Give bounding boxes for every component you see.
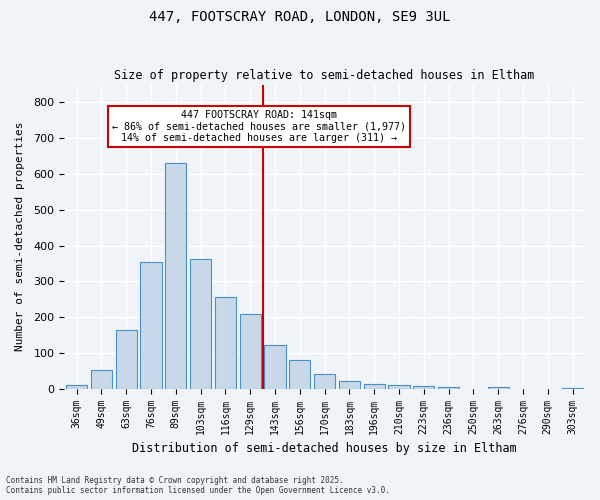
Bar bbox=[289, 360, 310, 388]
Text: Contains HM Land Registry data © Crown copyright and database right 2025.
Contai: Contains HM Land Registry data © Crown c… bbox=[6, 476, 390, 495]
X-axis label: Distribution of semi-detached houses by size in Eltham: Distribution of semi-detached houses by … bbox=[132, 442, 517, 455]
Bar bbox=[239, 314, 261, 388]
Bar bbox=[265, 344, 286, 389]
Bar bbox=[314, 374, 335, 388]
Bar bbox=[91, 370, 112, 388]
Text: 447, FOOTSCRAY ROAD, LONDON, SE9 3UL: 447, FOOTSCRAY ROAD, LONDON, SE9 3UL bbox=[149, 10, 451, 24]
Bar bbox=[339, 381, 360, 388]
Bar bbox=[364, 384, 385, 388]
Title: Size of property relative to semi-detached houses in Eltham: Size of property relative to semi-detach… bbox=[115, 69, 535, 82]
Bar bbox=[116, 330, 137, 388]
Bar bbox=[140, 262, 161, 388]
Bar bbox=[66, 385, 87, 388]
Bar bbox=[488, 387, 509, 388]
Bar bbox=[190, 259, 211, 388]
Y-axis label: Number of semi-detached properties: Number of semi-detached properties bbox=[15, 122, 25, 352]
Text: 447 FOOTSCRAY ROAD: 141sqm
← 86% of semi-detached houses are smaller (1,977)
14%: 447 FOOTSCRAY ROAD: 141sqm ← 86% of semi… bbox=[112, 110, 406, 143]
Bar bbox=[413, 386, 434, 388]
Bar bbox=[165, 164, 187, 388]
Bar bbox=[438, 387, 459, 388]
Bar bbox=[388, 385, 410, 388]
Bar bbox=[215, 298, 236, 388]
